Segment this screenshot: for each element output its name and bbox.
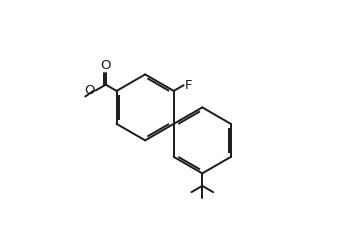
Text: O: O <box>84 84 95 97</box>
Text: O: O <box>101 59 111 72</box>
Text: F: F <box>185 79 192 92</box>
